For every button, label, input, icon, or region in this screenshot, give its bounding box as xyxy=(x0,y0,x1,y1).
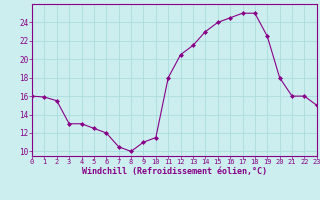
X-axis label: Windchill (Refroidissement éolien,°C): Windchill (Refroidissement éolien,°C) xyxy=(82,167,267,176)
